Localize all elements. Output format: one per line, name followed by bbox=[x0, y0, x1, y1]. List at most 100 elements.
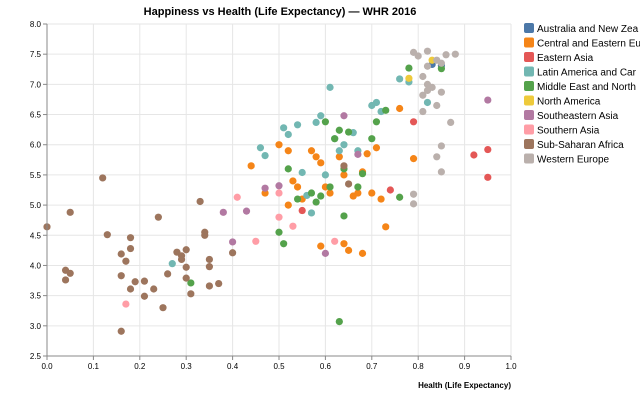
legend-swatch bbox=[524, 37, 534, 48]
legend-swatch bbox=[524, 124, 534, 135]
data-point bbox=[140, 292, 149, 300]
data-point bbox=[340, 112, 348, 120]
legend-swatch bbox=[524, 23, 534, 33]
y-tick-label: 4.0 bbox=[30, 261, 42, 270]
data-point bbox=[358, 249, 367, 257]
data-point bbox=[99, 174, 107, 182]
x-tick-label: 0.6 bbox=[320, 362, 332, 371]
data-point bbox=[433, 101, 441, 110]
data-point bbox=[275, 228, 283, 236]
data-point bbox=[354, 183, 362, 191]
data-point bbox=[409, 155, 418, 163]
data-points bbox=[43, 47, 492, 335]
x-tick-label: 0.5 bbox=[273, 362, 285, 371]
chart-title: Happiness vs Health (Life Expectancy) — … bbox=[144, 6, 417, 18]
data-point bbox=[321, 118, 329, 126]
legend-swatch bbox=[524, 81, 534, 91]
x-tick-label: 0.9 bbox=[459, 362, 471, 371]
data-point bbox=[409, 118, 418, 126]
x-tick-label: 0.8 bbox=[413, 362, 425, 371]
data-point bbox=[396, 75, 404, 83]
data-point bbox=[66, 208, 74, 216]
data-point bbox=[154, 213, 162, 221]
data-point bbox=[368, 135, 376, 143]
data-point bbox=[205, 282, 213, 290]
x-tick-label: 1.0 bbox=[505, 362, 517, 371]
data-point bbox=[331, 135, 339, 143]
data-point bbox=[451, 50, 459, 58]
data-point bbox=[275, 213, 283, 221]
data-point bbox=[280, 240, 288, 248]
data-point bbox=[437, 65, 445, 73]
data-point bbox=[293, 183, 302, 191]
x-tick-label: 0.7 bbox=[366, 362, 378, 371]
data-point bbox=[340, 212, 348, 220]
data-point bbox=[284, 165, 292, 173]
x-tick-label: 0.4 bbox=[227, 362, 239, 371]
y-tick-label: 5.0 bbox=[30, 201, 42, 210]
data-point bbox=[349, 192, 357, 200]
data-point bbox=[345, 246, 353, 254]
data-point bbox=[326, 189, 334, 197]
legend-label: North America bbox=[537, 97, 601, 108]
data-point bbox=[242, 207, 251, 215]
data-point bbox=[280, 124, 288, 132]
data-point bbox=[215, 279, 223, 288]
data-point bbox=[437, 168, 445, 176]
y-tick-label: 3.5 bbox=[30, 292, 42, 301]
y-tick-label: 7.5 bbox=[30, 50, 42, 59]
data-point bbox=[340, 162, 348, 170]
data-point bbox=[437, 59, 445, 67]
y-tick-label: 7.0 bbox=[30, 80, 42, 89]
data-point bbox=[335, 317, 343, 326]
data-point bbox=[419, 107, 427, 116]
data-point bbox=[298, 168, 306, 177]
data-point bbox=[419, 91, 427, 99]
data-point bbox=[317, 112, 325, 120]
data-point bbox=[345, 128, 353, 136]
y-tick-label: 8.0 bbox=[30, 20, 42, 29]
data-point bbox=[396, 104, 404, 113]
legend-swatch bbox=[524, 52, 534, 62]
data-point bbox=[396, 193, 404, 201]
x-axis-title: Health (Life Expectancy) bbox=[418, 381, 511, 390]
legend: Australia and New Zea Central and Eastern… bbox=[524, 23, 640, 166]
data-point bbox=[442, 51, 450, 59]
y-tick-label: 4.5 bbox=[30, 231, 42, 240]
data-point bbox=[261, 151, 269, 160]
data-point bbox=[275, 189, 283, 197]
data-point bbox=[293, 195, 302, 203]
data-point bbox=[298, 206, 306, 215]
data-point bbox=[382, 223, 390, 231]
x-tick-label: 0.3 bbox=[181, 362, 193, 371]
data-point bbox=[205, 263, 213, 271]
data-point bbox=[140, 277, 149, 285]
data-point bbox=[326, 83, 334, 91]
data-point bbox=[284, 201, 292, 209]
data-point bbox=[372, 144, 381, 152]
data-point bbox=[307, 189, 316, 197]
data-point bbox=[122, 257, 130, 265]
data-point bbox=[419, 72, 427, 81]
legend-swatch bbox=[524, 153, 534, 164]
data-point bbox=[321, 249, 329, 257]
data-point bbox=[437, 142, 445, 150]
data-point bbox=[363, 150, 371, 158]
legend-label: Sub-Saharan Africa bbox=[537, 140, 624, 151]
data-point bbox=[201, 231, 209, 239]
data-point bbox=[126, 244, 135, 253]
data-point bbox=[219, 208, 227, 216]
data-point bbox=[289, 177, 297, 185]
data-point bbox=[182, 263, 190, 271]
data-point bbox=[131, 278, 139, 286]
data-point bbox=[256, 144, 265, 152]
y-tick-label: 6.0 bbox=[30, 141, 42, 150]
data-point bbox=[377, 195, 385, 203]
data-point bbox=[275, 141, 283, 149]
data-point bbox=[307, 209, 316, 217]
legend-label: Australia and New Zea bbox=[537, 24, 639, 35]
data-point bbox=[261, 184, 269, 192]
data-point bbox=[428, 83, 436, 91]
data-point bbox=[340, 171, 348, 179]
data-point bbox=[205, 255, 213, 264]
